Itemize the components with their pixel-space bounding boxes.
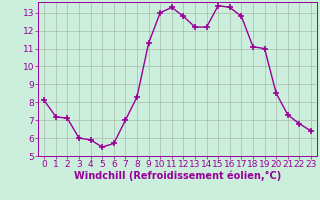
X-axis label: Windchill (Refroidissement éolien,°C): Windchill (Refroidissement éolien,°C) [74, 171, 281, 181]
